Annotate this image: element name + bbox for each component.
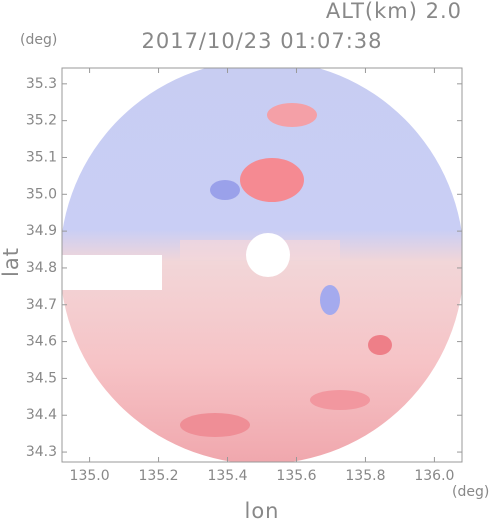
y-tick-label: 34.7 [26, 297, 57, 313]
x-unit: (deg) [452, 484, 489, 500]
chart-title: 2017/10/23 01:07:38 [141, 29, 382, 53]
x-tick-label: 136.0 [414, 468, 454, 484]
x-tick-label: 135.0 [70, 468, 110, 484]
y-tick-label: 34.5 [26, 370, 57, 386]
x-tick-label: 135.2 [139, 468, 179, 484]
y-tick-label: 34.8 [26, 260, 57, 276]
y-tick-label: 35.2 [26, 113, 57, 129]
altitude-label: ALT(km) 2.0 [326, 0, 462, 23]
plot-frame [61, 67, 463, 463]
y-tick-label: 34.9 [26, 223, 57, 239]
y-unit: (deg) [20, 32, 57, 48]
y-tick-label: 35.1 [26, 149, 57, 165]
y-tick-label: 35.3 [26, 76, 57, 92]
y-tick-label: 35.0 [26, 186, 57, 202]
x-tick-label: 135.4 [207, 468, 247, 484]
y-tick-label: 34.4 [26, 407, 57, 423]
x-tick-label: 135.8 [345, 468, 385, 484]
x-tick-label: 135.6 [276, 468, 316, 484]
y-axis-label: lat [0, 247, 23, 277]
y-tick-label: 34.6 [26, 334, 57, 350]
radar-image [62, 68, 462, 462]
y-tick-label: 34.3 [26, 444, 57, 460]
x-axis-label: lon [245, 499, 280, 521]
